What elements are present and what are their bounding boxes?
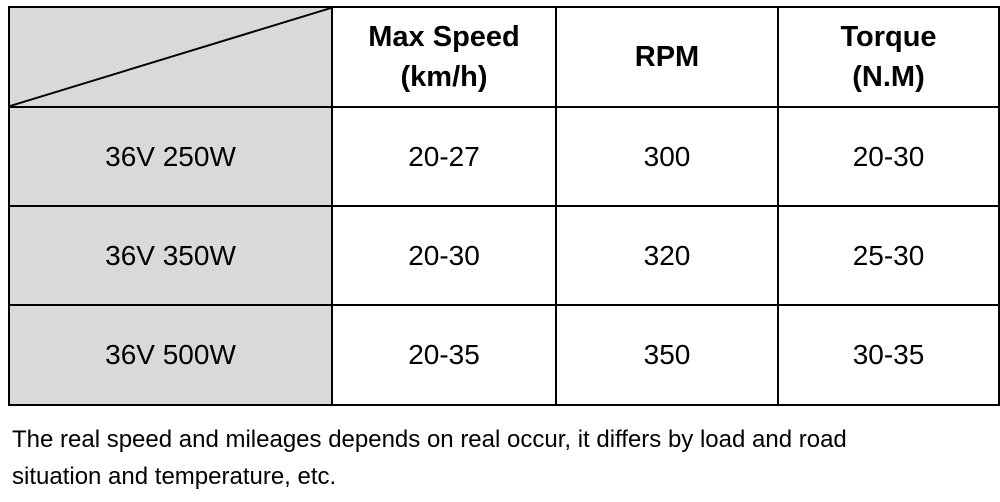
footnote-line-1: The real speed and mileages depends on r… [12,426,847,453]
header-rpm: RPM [555,6,779,108]
row-label-250w: 36V 250W [8,106,333,207]
cell-rpm: 300 [555,106,779,207]
row-label-500w: 36V 500W [8,304,333,406]
cell-rpm: 320 [555,205,779,306]
table-row: 36V 350W 20-30 320 25-30 [8,205,1000,306]
footnote-line-2: situation and temperature, etc. [12,463,337,490]
corner-cell [8,6,333,108]
diagonal-divider-icon [10,8,331,106]
cell-rpm: 350 [555,304,779,406]
header-max-speed-unit: (km/h) [400,61,488,93]
cell-max-speed: 20-27 [331,106,557,207]
cell-torque: 30-35 [777,304,1000,406]
table-header-row: Max Speed (km/h) RPM Torque (N.M) [8,6,1000,108]
cell-torque: 20-30 [777,106,1000,207]
footnote: The real speed and mileages depends on r… [12,421,992,495]
table-row: 36V 250W 20-27 300 20-30 [8,106,1000,207]
header-max-speed: Max Speed (km/h) [331,6,557,108]
cell-max-speed: 20-35 [331,304,557,406]
table-row: 36V 500W 20-35 350 30-35 [8,304,1000,406]
header-torque-label: Torque [840,21,937,53]
cell-max-speed: 20-30 [331,205,557,306]
header-torque: Torque (N.M) [777,6,1000,108]
header-rpm-label: RPM [634,41,700,73]
cell-torque: 25-30 [777,205,1000,306]
row-label-350w: 36V 350W [8,205,333,306]
header-max-speed-label: Max Speed [368,21,520,53]
header-torque-unit: (N.M) [852,61,925,93]
motor-spec-table: Max Speed (km/h) RPM Torque (N.M) 36V 25… [8,6,1000,406]
